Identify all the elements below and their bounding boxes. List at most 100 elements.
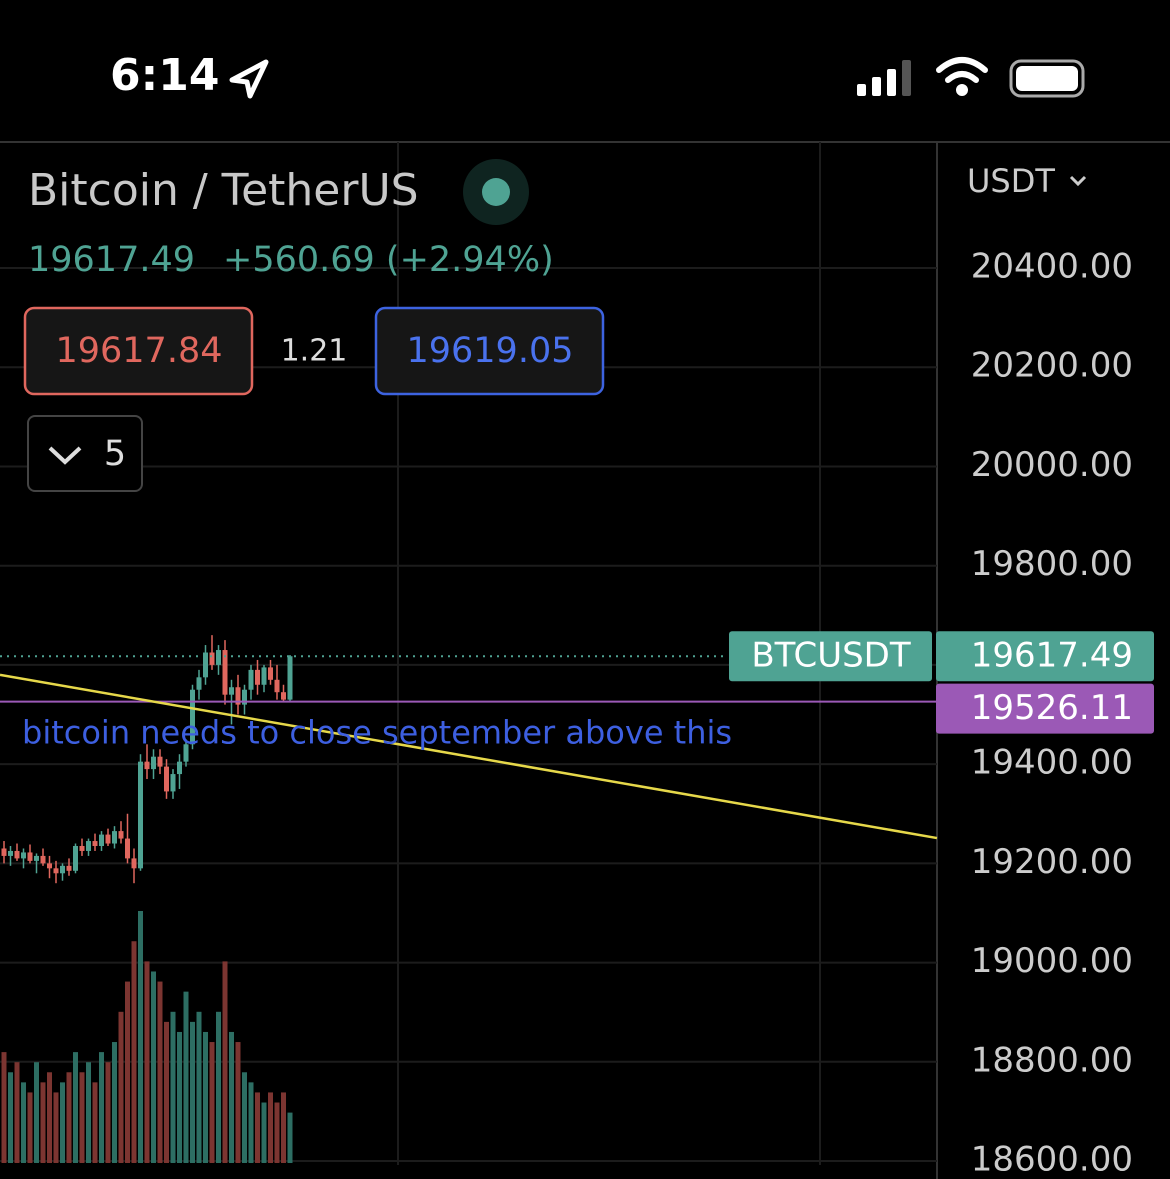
volume-bar — [1, 1052, 7, 1163]
volume-bar — [66, 1072, 72, 1163]
candle-body — [196, 677, 202, 690]
volume-bar — [8, 1072, 13, 1163]
volume-bar — [60, 1082, 65, 1163]
volume-bar — [281, 1092, 286, 1163]
candle-body — [287, 656, 293, 700]
y-tick-label: 20400.00 — [971, 247, 1133, 287]
candle-body — [157, 756, 163, 767]
candle-body — [216, 650, 221, 665]
price-change: +560.69 (+2.94%) — [223, 240, 554, 280]
volume-bar — [53, 1092, 59, 1163]
candle-body — [281, 692, 286, 700]
last-price: 19617.49 — [28, 240, 195, 280]
volume-bar — [99, 1052, 104, 1163]
volume-bar — [34, 1062, 39, 1163]
volume-bar — [203, 1031, 208, 1163]
volume-bar — [27, 1092, 33, 1163]
candle-body — [177, 761, 182, 775]
volume-bar — [40, 1082, 46, 1163]
annotation: bitcoin needs to close september above t… — [22, 714, 732, 752]
signal-icon — [857, 60, 911, 96]
last-price-tag — [936, 631, 1154, 682]
candle-body — [170, 774, 176, 792]
candle-body — [248, 669, 254, 690]
candle-body — [131, 858, 137, 869]
volume-bar — [235, 1042, 241, 1163]
volume-bar — [79, 1072, 85, 1163]
y-tick-label: 20200.00 — [971, 346, 1133, 386]
plot: bitcoin needs to close september above t… — [0, 267, 938, 1163]
volume-bar — [105, 1062, 111, 1163]
candle-body — [14, 850, 20, 859]
battery-level — [1016, 66, 1078, 91]
candle-body — [73, 845, 78, 871]
currency-selector[interactable]: USDT — [967, 162, 1055, 200]
candle-body — [151, 756, 156, 770]
wifi-icon — [936, 57, 988, 96]
clock: 6:14 — [110, 50, 219, 101]
candle-body — [261, 667, 267, 685]
volume-bar — [14, 1062, 20, 1163]
candle-body — [164, 766, 169, 792]
symbol-tag-label: BTCUSDT — [751, 636, 910, 676]
spread: 1.21 — [281, 334, 348, 369]
candle-body — [118, 831, 124, 839]
volume-bar — [222, 961, 228, 1163]
volume-bar — [177, 1031, 182, 1163]
candle-body — [274, 679, 280, 693]
candle-body — [268, 667, 273, 680]
candle-body — [47, 863, 52, 869]
volume-bar — [86, 1062, 91, 1163]
volume-bar — [157, 981, 163, 1163]
symbol-tag — [729, 631, 932, 682]
volume-bar — [216, 1011, 221, 1163]
candle-body — [86, 841, 91, 851]
candle-body — [255, 669, 260, 685]
candle-body — [144, 761, 150, 770]
volume-bar — [229, 1031, 234, 1163]
bid-price[interactable]: 19617.84 — [55, 331, 222, 371]
volume-bar — [261, 1102, 267, 1163]
ask-price[interactable]: 19619.05 — [406, 331, 573, 371]
volume-bar — [112, 1042, 117, 1163]
y-tick-label: 19400.00 — [971, 743, 1133, 783]
volume-bar — [138, 911, 143, 1163]
candle-body — [242, 689, 247, 705]
candle-body — [183, 744, 189, 762]
volume-bar — [164, 1021, 169, 1163]
candle-body — [138, 761, 143, 869]
trend-line — [0, 673, 938, 840]
y-tick-label: 18800.00 — [971, 1040, 1133, 1080]
volume-bar — [255, 1092, 260, 1163]
candle-body — [21, 852, 26, 859]
last-price-tag-label: 19617.49 — [971, 636, 1133, 676]
chevron-icon — [48, 446, 82, 465]
candle-body — [34, 855, 39, 861]
interval-dropdown[interactable] — [27, 415, 143, 492]
ask-button[interactable] — [374, 306, 605, 396]
candle-body — [60, 865, 65, 874]
candle-body — [92, 841, 98, 846]
hline-tag-label: 19526.11 — [971, 688, 1133, 728]
candle-body — [99, 834, 104, 846]
volume-bar — [125, 981, 130, 1163]
volume-bar — [183, 991, 189, 1163]
candle-body — [229, 687, 234, 695]
volume-bar — [268, 1092, 273, 1163]
interval-value[interactable]: 5 — [104, 434, 126, 474]
volume-bar — [274, 1102, 280, 1163]
volume-bar — [190, 1021, 195, 1163]
status-dot — [482, 178, 510, 206]
candle-body — [1, 848, 7, 856]
volume-bar — [47, 1072, 52, 1163]
candle-body — [27, 852, 33, 861]
bid-button[interactable] — [23, 306, 254, 396]
y-tick-label: 19000.00 — [971, 941, 1133, 981]
volume-bar — [92, 1082, 98, 1163]
volume-bar — [242, 1072, 247, 1163]
battery-icon — [1009, 59, 1085, 98]
candle-body — [222, 650, 228, 695]
hline-tag — [936, 683, 1154, 734]
